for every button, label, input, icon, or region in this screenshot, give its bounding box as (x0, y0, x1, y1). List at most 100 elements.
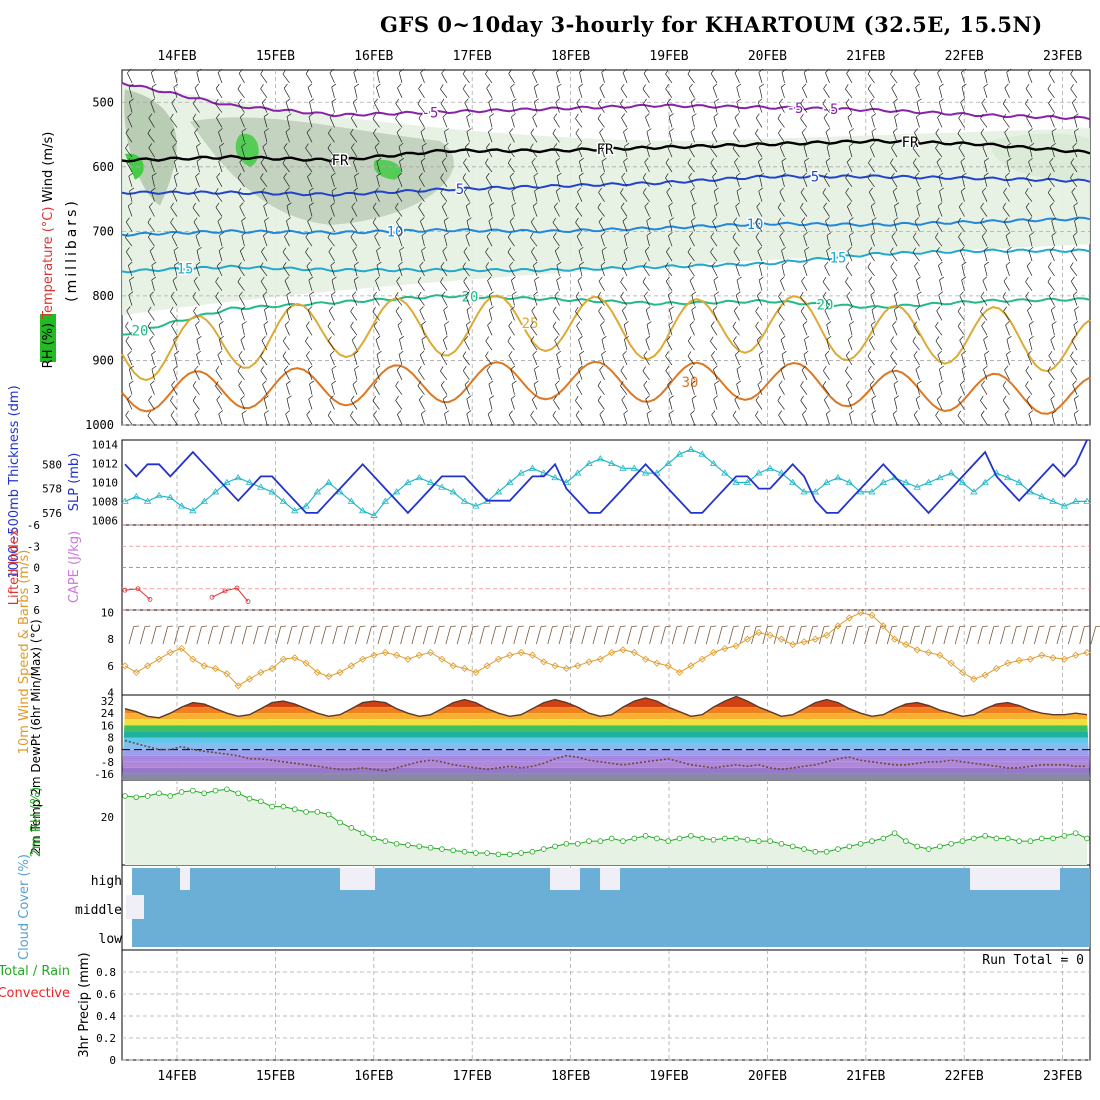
barb-flag (1047, 187, 1052, 193)
wind-barb (260, 84, 268, 99)
barb-staff (646, 220, 650, 232)
x-tick-label-bottom: 21FEB (846, 1069, 885, 1084)
barb-flag (578, 172, 584, 177)
wind-barb (487, 410, 493, 425)
barb-flag (1049, 157, 1054, 163)
wind-barb (779, 187, 785, 202)
barb-staff (691, 116, 695, 128)
barb-staff (418, 207, 425, 217)
barb-staff (983, 339, 988, 351)
wind-speed-marker (1038, 651, 1046, 659)
barb-flag (399, 68, 404, 73)
barb-staff (1048, 385, 1055, 395)
temp-band (122, 725, 1090, 732)
wind-barb (665, 158, 673, 173)
wind-speed-marker (1015, 656, 1023, 665)
barb-flag (981, 98, 986, 104)
barb-flag (735, 291, 741, 296)
barb-staff (988, 626, 995, 645)
wind-barb (552, 306, 560, 321)
wind-barb (396, 217, 403, 232)
barb-flag (668, 232, 673, 237)
slp-marker (494, 488, 503, 495)
barb-staff (824, 310, 830, 321)
barb-flag (395, 187, 400, 193)
barb-staff (553, 236, 560, 247)
wind-barb (581, 625, 592, 645)
wind-barb (485, 262, 493, 277)
barb-staff (893, 102, 898, 113)
wind-barb (915, 395, 921, 410)
barb-flag (218, 157, 223, 162)
wind-barb (170, 306, 178, 321)
barb-flag (1050, 335, 1055, 341)
barb-staff (691, 398, 695, 410)
barb-staff (579, 265, 583, 276)
barb-staff (819, 626, 825, 645)
wind-barb (1070, 158, 1078, 173)
barb-flag (1026, 113, 1031, 119)
barb-staff (1004, 132, 1010, 143)
barb-flag (1025, 188, 1029, 194)
wind-barb (530, 128, 538, 143)
wind-barb (422, 625, 434, 645)
wind-barb (1049, 202, 1055, 217)
wind-barb (1047, 173, 1055, 188)
wind-barb (1070, 262, 1078, 277)
barb-flag (305, 143, 309, 149)
barb-staff (570, 626, 576, 645)
barb-flag (710, 158, 715, 164)
slp-marker (234, 474, 242, 481)
barb-staff (488, 102, 493, 113)
barb-flag (374, 98, 379, 104)
barb-staff (309, 294, 313, 306)
wind-barb (645, 335, 651, 351)
barb-flag (644, 157, 649, 163)
wind-barb (215, 277, 223, 291)
barb-staff (938, 265, 943, 277)
wind-barb (777, 395, 785, 410)
wind-barb (599, 128, 605, 143)
barb-flag (282, 247, 287, 253)
barb-staff (913, 73, 920, 84)
barb-staff (914, 132, 920, 143)
barb-staff (688, 147, 695, 158)
barb-flag (1002, 202, 1007, 208)
wind-speed-marker (302, 659, 310, 667)
wind-barb (728, 625, 739, 645)
wind-barb (149, 246, 155, 262)
barb-staff (825, 221, 830, 232)
barb-flag (669, 217, 675, 221)
wind-barb (689, 232, 695, 247)
barb-flag (735, 202, 740, 207)
wind-barb (485, 158, 493, 173)
wind-barb (442, 113, 448, 128)
barb-staff (893, 309, 898, 321)
barb-staff (1006, 339, 1010, 351)
wind-barb (195, 321, 200, 336)
wind-barb (350, 128, 358, 143)
barb-staff (665, 88, 673, 99)
barb-flag (654, 625, 660, 628)
barb-flag (665, 158, 670, 164)
barb-flag (891, 143, 895, 148)
wind-barb (892, 128, 898, 143)
barb-flag (847, 202, 852, 207)
barb-staff (1048, 73, 1055, 84)
wind-barb (824, 350, 830, 366)
barb-staff (935, 148, 943, 158)
barb-flag (980, 128, 985, 134)
wind-barb (781, 261, 787, 276)
barb-flag (599, 83, 604, 89)
barb-flag (736, 365, 742, 370)
wind-barb (263, 410, 269, 425)
y2-tick-label: 1008 (92, 495, 119, 508)
barb-flag (420, 410, 426, 415)
wind-barb (1070, 366, 1078, 380)
wind-barb (758, 350, 764, 366)
barb-staff (891, 236, 898, 247)
barb-staff (440, 385, 448, 395)
barb-flag (241, 232, 247, 236)
wind-barb (981, 380, 988, 395)
rh-marker (846, 843, 853, 850)
